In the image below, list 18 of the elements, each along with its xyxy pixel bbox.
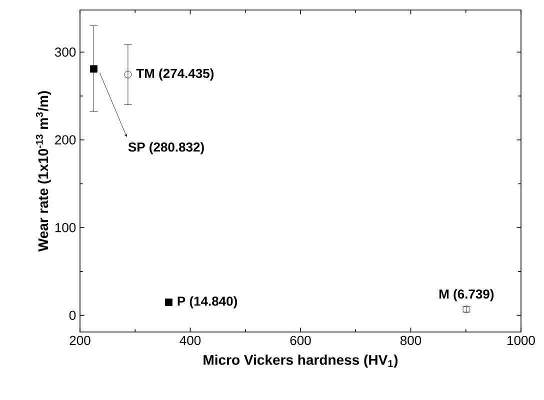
x-tick-label: 600: [290, 336, 311, 346]
x-tick-label: 200: [70, 336, 90, 346]
annotation: P (14.840): [178, 296, 237, 308]
annotation: TM (274.435): [136, 68, 214, 81]
point: [165, 298, 172, 306]
x-tick-label: 800: [400, 336, 422, 346]
y-tick-label: 100: [55, 222, 76, 232]
x-tick-label: 400: [180, 336, 201, 346]
y-tick-label: 300: [54, 48, 76, 57]
annotation: SP (280.832): [128, 142, 204, 154]
y-tick-label: 0: [69, 310, 76, 320]
point: [90, 65, 98, 73]
x-axis-title: Micro Vickers hardness (HV$_{1}$): [204, 354, 398, 368]
x-tick-label: 1000: [508, 336, 535, 346]
y-tick-label: 200: [55, 135, 76, 144]
annotation: M (6.739): [439, 289, 494, 302]
point: [124, 70, 132, 78]
y-axis-title: Wear rate (1x10$^{-13}$ m$^{3}$/m): [36, 91, 51, 252]
